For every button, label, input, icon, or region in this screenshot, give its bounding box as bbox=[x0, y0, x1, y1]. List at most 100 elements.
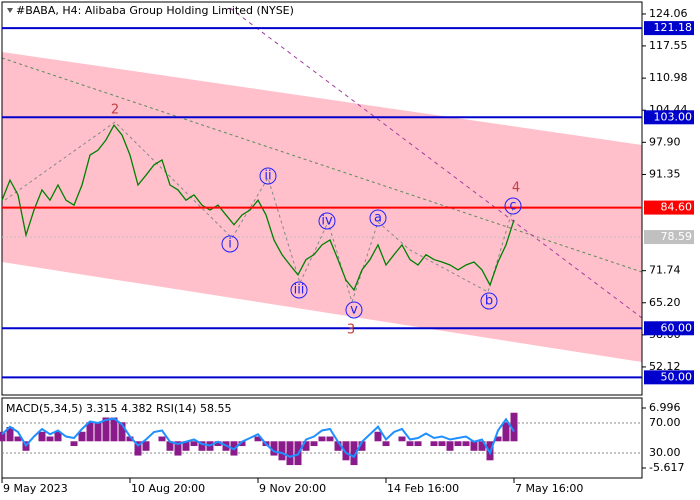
wave-circle bbox=[290, 281, 308, 299]
macd-bar bbox=[102, 417, 110, 442]
macd-bar bbox=[110, 417, 118, 442]
wave-circle bbox=[318, 212, 336, 230]
x-tick-label: 14 Feb 16:00 bbox=[387, 482, 459, 495]
macd-bar bbox=[166, 441, 174, 451]
wave-circle bbox=[480, 292, 498, 310]
macd-bar bbox=[334, 441, 342, 451]
macd-bar bbox=[358, 441, 366, 451]
y-tick-label: 6.996 bbox=[649, 401, 681, 414]
y-tick-label: 117.55 bbox=[649, 39, 688, 52]
macd-bar bbox=[374, 431, 382, 442]
level-label: 50.00 bbox=[661, 370, 693, 383]
symbol-icon bbox=[7, 8, 13, 13]
macd-bar bbox=[326, 436, 334, 442]
macd-bar bbox=[54, 431, 62, 442]
macd-bar bbox=[38, 431, 46, 442]
macd-bar bbox=[70, 441, 78, 447]
y-tick-label: 91.35 bbox=[649, 167, 681, 180]
macd-bar bbox=[478, 441, 486, 451]
macd-bar bbox=[198, 441, 206, 451]
wave-circle bbox=[369, 209, 387, 227]
level-label: 103.00 bbox=[654, 110, 693, 123]
level-label-box bbox=[644, 110, 694, 125]
macd-bar bbox=[382, 441, 390, 447]
macd-bar bbox=[182, 441, 190, 451]
macd-bar bbox=[318, 436, 326, 442]
macd-bar bbox=[254, 436, 262, 442]
y-tick-label: 124.06 bbox=[649, 7, 688, 20]
y-tick-label: 52.12 bbox=[649, 360, 681, 373]
level-label-box bbox=[644, 21, 694, 36]
wave-circle bbox=[221, 235, 239, 253]
macd-bar bbox=[462, 441, 470, 447]
macd-bar bbox=[158, 436, 166, 442]
wave-circle bbox=[345, 301, 363, 319]
wave-circle bbox=[259, 167, 277, 185]
y2-tick-label: 70.00 bbox=[649, 416, 681, 429]
y-tick-label: 65.20 bbox=[649, 296, 681, 309]
price-line bbox=[1, 123, 515, 292]
wave-label: c bbox=[509, 199, 516, 214]
wave-circle bbox=[504, 197, 522, 215]
macd-bar bbox=[414, 441, 422, 447]
macd-bar bbox=[238, 441, 246, 447]
wave-label: iv bbox=[321, 214, 333, 229]
rsi-line bbox=[1, 417, 515, 459]
y2-tick-label: 30.00 bbox=[649, 446, 681, 459]
macd-bar bbox=[398, 436, 406, 442]
macd-bar bbox=[0, 431, 6, 442]
macd-bar bbox=[502, 422, 510, 442]
macd-bar bbox=[302, 441, 310, 451]
wave-label: iii bbox=[294, 283, 305, 298]
level-label-box bbox=[644, 321, 694, 336]
trend-line bbox=[229, 7, 643, 319]
level-label-box bbox=[644, 200, 694, 215]
y-tick-label: 97.90 bbox=[649, 135, 681, 148]
wave-label: 2 bbox=[111, 103, 119, 118]
macd-bar bbox=[94, 422, 102, 442]
macd-bar bbox=[342, 441, 350, 461]
macd-bar bbox=[510, 412, 518, 442]
macd-bar bbox=[438, 441, 446, 447]
macd-bar bbox=[406, 441, 414, 447]
wave-label: ii bbox=[264, 169, 271, 184]
macd-bar bbox=[78, 431, 86, 442]
macd-bar bbox=[190, 441, 198, 447]
wave-path bbox=[4, 121, 515, 304]
last-price-label: 78.59 bbox=[661, 230, 693, 243]
indicator-title: MACD(5,34,5) 3.315 4.382 RSI(14) 58.55 bbox=[6, 402, 231, 415]
macd-bar bbox=[278, 441, 286, 461]
macd-bar bbox=[6, 427, 14, 442]
chart-title: #BABA, H4: Alibaba Group Holding Limited… bbox=[16, 4, 294, 17]
macd-bar bbox=[118, 422, 126, 442]
macd-bar bbox=[270, 441, 278, 456]
macd-bar bbox=[174, 441, 182, 456]
level-label: 121.18 bbox=[654, 21, 693, 34]
wave-label: 4 bbox=[512, 181, 520, 196]
macd-bar bbox=[286, 441, 294, 466]
macd-bar bbox=[126, 436, 134, 442]
y-tick-label: -5.617 bbox=[649, 461, 684, 474]
macd-bar bbox=[310, 441, 318, 447]
macd-bar bbox=[46, 436, 54, 442]
macd-bar bbox=[470, 441, 478, 451]
last-price-box bbox=[644, 230, 694, 245]
y-tick-label: 110.98 bbox=[649, 71, 688, 84]
macd-bar bbox=[86, 422, 94, 442]
channel-midline bbox=[1, 57, 643, 273]
level-label-box bbox=[644, 370, 694, 385]
wave-label: v bbox=[350, 303, 358, 318]
macd-bar bbox=[454, 441, 462, 447]
level-label: 84.60 bbox=[661, 201, 693, 214]
wave-label: b bbox=[485, 294, 493, 309]
x-tick-label: 9 May 2023 bbox=[3, 482, 68, 495]
level-label: 60.00 bbox=[661, 321, 693, 334]
x-tick-label: 9 Nov 20:00 bbox=[259, 482, 326, 495]
wave-label: a bbox=[374, 211, 382, 226]
macd-bar bbox=[214, 441, 222, 447]
macd-bar bbox=[494, 436, 502, 442]
x-tick-label: 7 May 16:00 bbox=[515, 482, 583, 495]
macd-bar bbox=[134, 441, 142, 456]
macd-bar bbox=[446, 441, 454, 451]
